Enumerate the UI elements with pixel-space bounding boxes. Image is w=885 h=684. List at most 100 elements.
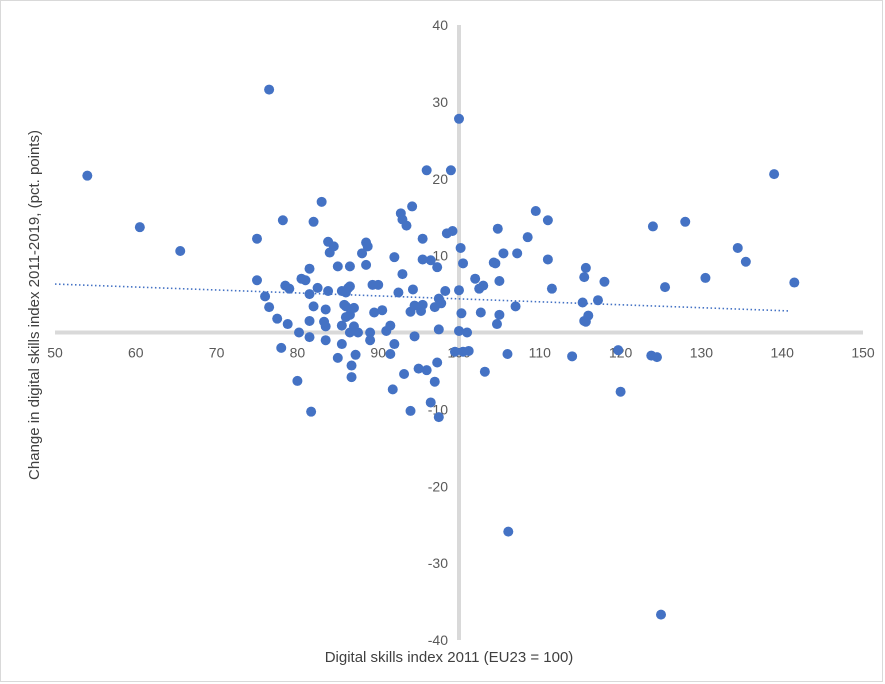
data-point (542, 215, 553, 226)
data-point (475, 307, 486, 318)
data-point (429, 376, 440, 387)
data-point (454, 113, 464, 124)
data-point (417, 254, 428, 265)
y-tick-label: -20 (428, 478, 448, 494)
data-point (503, 526, 514, 537)
data-point (478, 280, 489, 291)
data-point (332, 261, 343, 272)
x-tick-label: 150 (851, 345, 875, 361)
data-point (542, 254, 553, 265)
data-point (440, 285, 451, 296)
data-point (385, 349, 396, 360)
x-tick-label: 80 (290, 345, 306, 361)
data-point (277, 215, 288, 226)
data-point (304, 263, 315, 274)
data-point (357, 248, 368, 259)
data-point (385, 320, 396, 331)
data-point (492, 223, 503, 234)
data-point (789, 277, 800, 288)
data-point (421, 365, 432, 376)
data-point (369, 307, 380, 318)
data-point (377, 305, 388, 316)
x-tick-label: 70 (209, 345, 225, 361)
data-point (436, 298, 447, 309)
data-point (769, 169, 780, 180)
data-point (323, 285, 334, 296)
data-point (134, 222, 145, 233)
data-point (615, 386, 626, 397)
data-point (82, 170, 93, 181)
data-point (413, 363, 424, 374)
data-point (447, 226, 458, 237)
data-point (449, 346, 460, 357)
data-point (387, 384, 398, 395)
data-point (417, 233, 428, 244)
data-point (346, 360, 357, 371)
y-axis-title: Change in digital skills index 2011-2019… (26, 130, 43, 480)
data-point (491, 319, 502, 330)
x-tick-label: 140 (771, 345, 795, 361)
data-point (599, 276, 610, 287)
data-point (350, 349, 361, 360)
data-point (336, 339, 347, 350)
data-point (312, 282, 323, 293)
data-point (456, 308, 467, 319)
data-point (294, 327, 305, 338)
data-point (373, 279, 384, 290)
data-point (433, 324, 444, 335)
data-point (407, 201, 418, 212)
data-point (583, 310, 594, 321)
linear-trendline (54, 283, 791, 312)
data-point (320, 335, 331, 346)
data-point (425, 255, 436, 266)
data-point (340, 301, 351, 312)
data-point (432, 357, 443, 368)
data-point (304, 289, 315, 300)
data-point (393, 287, 404, 298)
data-point (344, 261, 355, 272)
data-point (397, 269, 408, 280)
x-tick-label: 110 (529, 345, 552, 361)
data-point (304, 332, 315, 343)
data-point (361, 259, 372, 270)
data-point (284, 283, 295, 294)
data-point (300, 275, 311, 286)
data-point (260, 291, 271, 302)
data-point (651, 352, 662, 363)
data-point (613, 345, 624, 356)
data-point (490, 258, 501, 269)
data-point (421, 165, 432, 176)
data-point (175, 246, 186, 257)
data-point (399, 369, 410, 380)
data-point (445, 165, 456, 176)
data-point (362, 241, 373, 252)
data-points (82, 84, 800, 620)
data-point (647, 221, 658, 232)
data-point (458, 258, 469, 269)
data-point (264, 84, 275, 95)
data-point (353, 327, 363, 338)
data-point (344, 281, 355, 292)
data-point (656, 609, 666, 620)
data-point (282, 319, 293, 330)
data-point (306, 406, 317, 417)
data-point (455, 242, 466, 253)
y-tick-label: 30 (432, 94, 448, 110)
data-point (512, 248, 523, 259)
y-tick-label: 20 (432, 171, 448, 187)
data-point (316, 196, 327, 207)
data-point (409, 331, 420, 342)
x-axis-title: Digital skills index 2011 (EU23 = 100) (325, 649, 574, 666)
data-point (579, 272, 590, 283)
data-point (432, 262, 443, 273)
data-point (470, 273, 481, 284)
data-point (660, 282, 671, 293)
data-point (433, 412, 444, 423)
data-point (405, 405, 416, 416)
data-point (577, 297, 588, 308)
data-point (592, 295, 603, 306)
data-point (320, 304, 331, 315)
data-point (680, 216, 691, 227)
